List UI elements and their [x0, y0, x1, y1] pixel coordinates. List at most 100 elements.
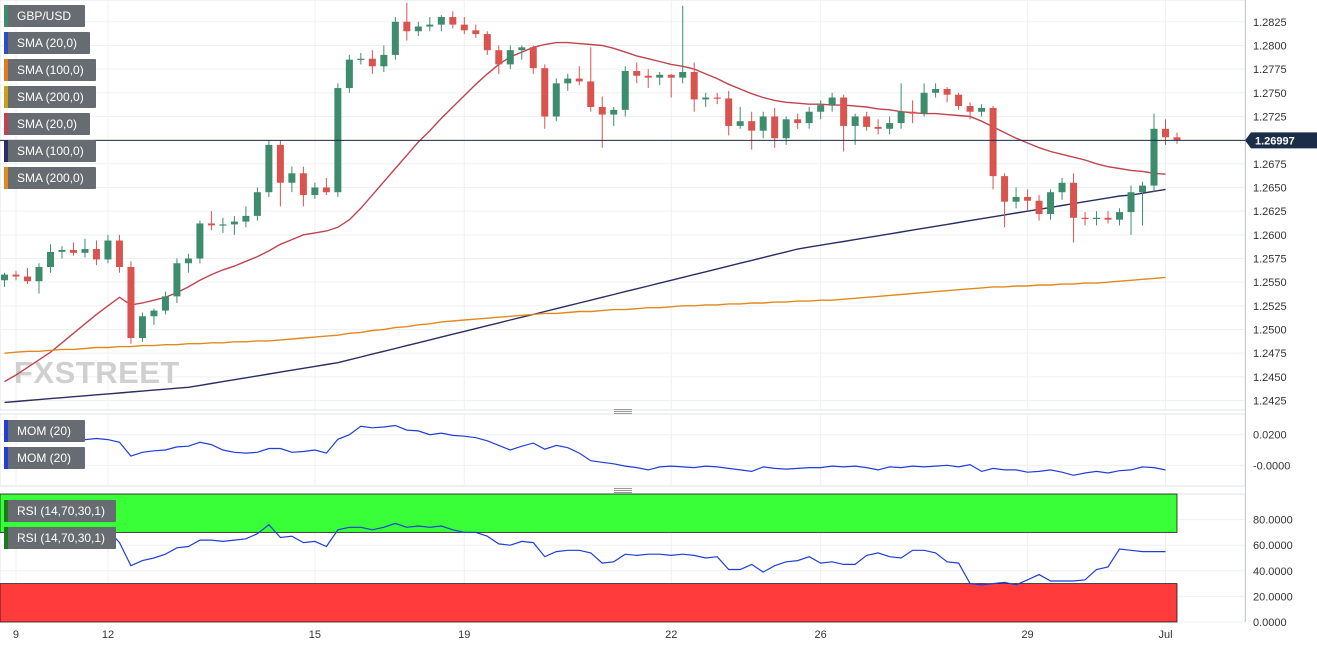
legend-sma-100-0[interactable]: SMA (100,0): [4, 140, 96, 162]
candle[interactable]: [104, 234, 112, 264]
candle[interactable]: [1093, 211, 1101, 226]
candle[interactable]: [644, 69, 652, 89]
candle[interactable]: [966, 102, 974, 120]
candle[interactable]: [184, 253, 192, 273]
candle[interactable]: [817, 100, 825, 120]
legend-sma-20-0[interactable]: SMA (20,0): [4, 113, 90, 135]
candle[interactable]: [230, 215, 238, 235]
candle[interactable]: [173, 258, 181, 304]
candle[interactable]: [380, 45, 388, 72]
candle[interactable]: [127, 261, 135, 344]
candle[interactable]: [713, 92, 721, 105]
candle[interactable]: [725, 90, 733, 136]
candle[interactable]: [23, 267, 31, 285]
candle[interactable]: [518, 45, 526, 60]
candle[interactable]: [403, 2, 411, 41]
candle[interactable]: [863, 111, 871, 131]
candle[interactable]: [196, 220, 204, 264]
candle[interactable]: [828, 92, 836, 112]
candle[interactable]: [886, 116, 894, 135]
candle[interactable]: [679, 5, 687, 84]
candle[interactable]: [989, 106, 997, 190]
candle[interactable]: [978, 104, 986, 117]
candle[interactable]: [253, 187, 261, 221]
candle[interactable]: [1047, 189, 1055, 220]
candle[interactable]: [759, 111, 767, 139]
candle[interactable]: [1012, 187, 1020, 209]
candle[interactable]: [920, 83, 928, 117]
candle[interactable]: [495, 45, 503, 74]
candle[interactable]: [92, 240, 100, 266]
candle[interactable]: [265, 140, 273, 197]
candle[interactable]: [1070, 173, 1078, 243]
candle[interactable]: [1104, 211, 1112, 224]
candle[interactable]: [748, 111, 756, 150]
legend-rsi-14-70-30-1[interactable]: RSI (14,70,30,1): [4, 500, 116, 522]
candle[interactable]: [299, 166, 307, 207]
candle[interactable]: [345, 54, 353, 93]
candle[interactable]: [1058, 178, 1066, 200]
candle[interactable]: [610, 106, 618, 126]
legend-mom-20[interactable]: MOM (20): [4, 420, 85, 442]
legend-gbp-usd[interactable]: GBP/USD: [4, 5, 85, 27]
candle[interactable]: [909, 100, 917, 124]
candle[interactable]: [690, 62, 698, 112]
candle[interactable]: [1001, 173, 1009, 228]
candle[interactable]: [1024, 189, 1032, 211]
candle[interactable]: [1139, 181, 1147, 226]
legend-mom-20[interactable]: MOM (20): [4, 447, 85, 469]
candle[interactable]: [621, 66, 629, 117]
candle[interactable]: [541, 64, 549, 129]
candle[interactable]: [138, 312, 146, 342]
candle[interactable]: [288, 166, 296, 193]
candle[interactable]: [943, 87, 951, 103]
candle[interactable]: [702, 92, 710, 107]
candle[interactable]: [955, 92, 963, 110]
candle[interactable]: [736, 106, 744, 129]
candle[interactable]: [219, 217, 227, 233]
candle[interactable]: [81, 238, 89, 258]
legend-sma-100-0[interactable]: SMA (100,0): [4, 59, 96, 81]
candle[interactable]: [437, 15, 445, 32]
candle[interactable]: [357, 53, 365, 65]
candle[interactable]: [1, 272, 8, 287]
candle[interactable]: [575, 66, 583, 86]
candle[interactable]: [851, 113, 859, 145]
candle[interactable]: [598, 96, 606, 148]
candle[interactable]: [1173, 132, 1181, 144]
candle[interactable]: [932, 83, 940, 98]
pane-resize-handle[interactable]: [614, 488, 632, 493]
candle[interactable]: [1035, 195, 1043, 221]
candle[interactable]: [115, 234, 123, 273]
candle[interactable]: [46, 244, 54, 273]
candle[interactable]: [276, 140, 284, 207]
candle[interactable]: [460, 17, 468, 35]
candle[interactable]: [587, 47, 595, 112]
candle[interactable]: [552, 78, 560, 122]
candle[interactable]: [483, 31, 491, 55]
candle[interactable]: [207, 211, 215, 231]
candle[interactable]: [311, 182, 319, 199]
candle[interactable]: [667, 73, 675, 98]
candle[interactable]: [414, 21, 422, 36]
candle[interactable]: [35, 263, 43, 294]
candle[interactable]: [529, 45, 537, 74]
candle[interactable]: [58, 246, 66, 259]
candle[interactable]: [794, 113, 802, 129]
candle[interactable]: [897, 83, 905, 129]
candle[interactable]: [771, 107, 779, 148]
pane-resize-handle[interactable]: [614, 409, 632, 414]
candle[interactable]: [656, 71, 664, 86]
candle[interactable]: [12, 270, 20, 281]
candle[interactable]: [874, 119, 882, 135]
legend-sma-200-0[interactable]: SMA (200,0): [4, 167, 96, 189]
candle[interactable]: [1150, 113, 1158, 193]
candle[interactable]: [472, 24, 480, 38]
candle[interactable]: [564, 73, 572, 91]
candle[interactable]: [1116, 208, 1124, 226]
candle[interactable]: [426, 17, 434, 32]
candle[interactable]: [161, 291, 169, 315]
candle[interactable]: [449, 11, 457, 29]
candle[interactable]: [506, 45, 514, 70]
